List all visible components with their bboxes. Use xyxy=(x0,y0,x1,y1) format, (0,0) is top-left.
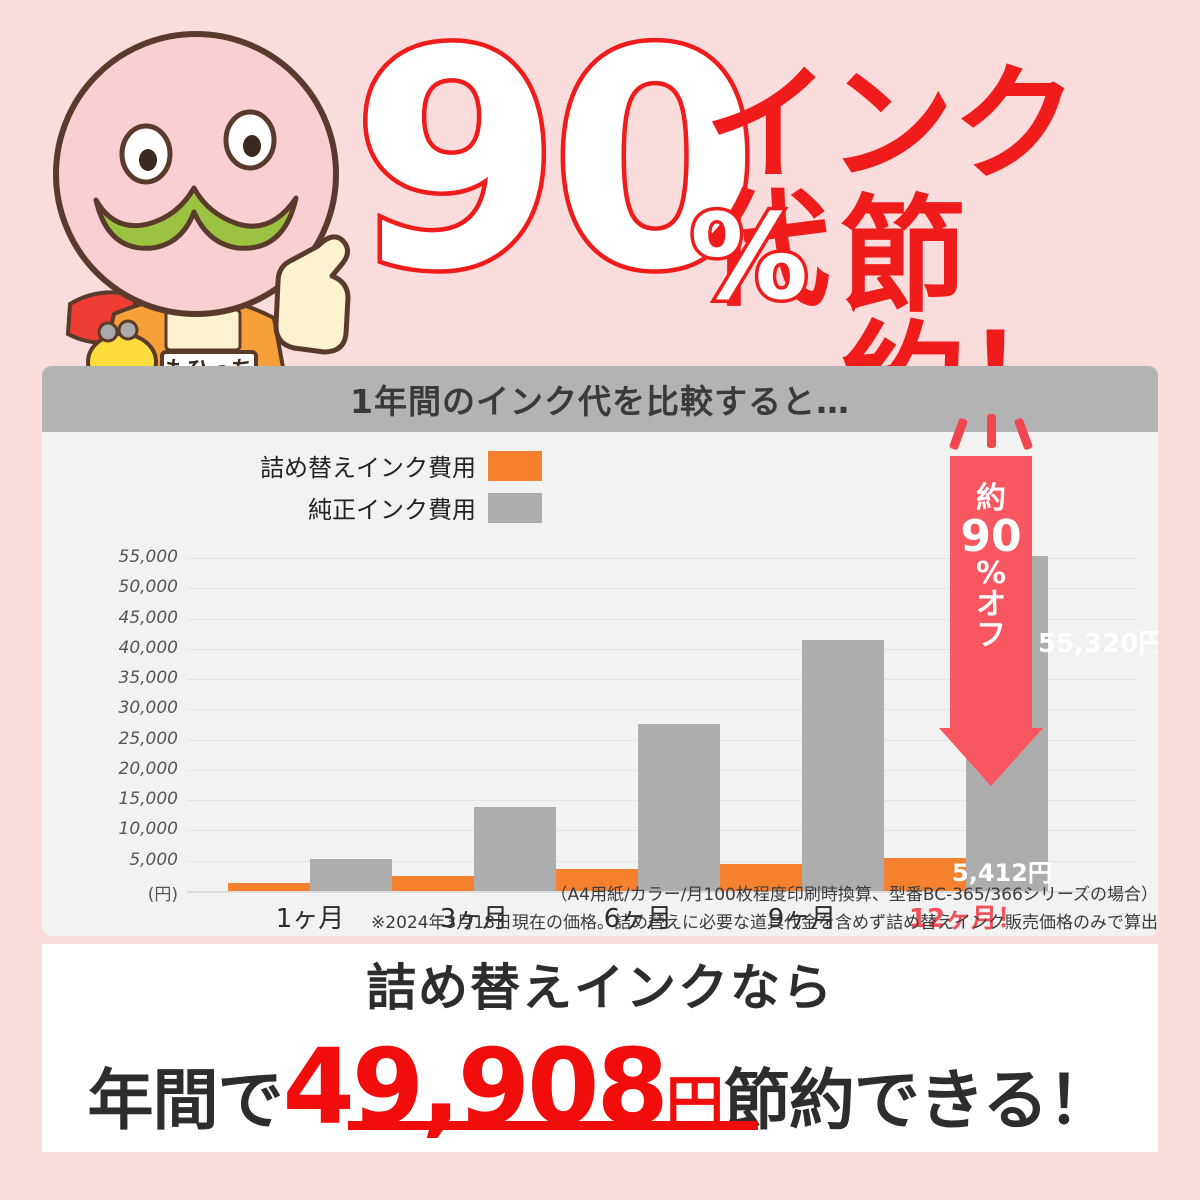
gridline xyxy=(187,679,1137,681)
y-axis-tick-label: 25,000 xyxy=(118,728,178,749)
arrow-label-approx: 約 xyxy=(976,481,1006,516)
footnote-line1: （A4用紙/カラー/月100枚程度印刷時換算、型番BC-365/366シリーズの… xyxy=(550,885,1159,905)
arrow-label-off-2: フ xyxy=(976,617,1006,653)
chart-plot-area: 55,000 50,000 45,000 40,000 35,000 30,000 25,0… xyxy=(42,414,1158,936)
bar-genuine xyxy=(310,858,392,891)
headline-ink-cost: インク代 xyxy=(704,51,1078,324)
hero-section: もひっち 90 インク代 % 節約！ xyxy=(0,0,1200,446)
bar-value-genuine-text: 55,320円 xyxy=(1038,629,1158,659)
y-axis-tick-label: 40,000 xyxy=(118,637,178,658)
bar-refill xyxy=(884,858,966,891)
chart-card: 1年間のインク代を比較すると… 55,000 50,000 45,000 40,000… xyxy=(42,366,1158,936)
y-axis-tick-label: 35,000 xyxy=(118,668,178,689)
y-axis-tick-label: 50,000 xyxy=(118,577,178,598)
discount-arrow-callout: 約 90 % オ フ xyxy=(939,414,1043,786)
legend-label-genuine: 純正インク費用 xyxy=(308,496,476,524)
legend-swatch-refill xyxy=(488,450,542,481)
y-axis-tick-label: 20,000 xyxy=(118,758,178,779)
chart-title: 1年間のインク代を比較すると… xyxy=(350,382,850,421)
x-axis-label: 3ヶ月 xyxy=(439,904,509,934)
y-axis-tick-label: 30,000 xyxy=(118,698,178,719)
banner-headline: 詰め替えインクなら xyxy=(366,959,834,1017)
arrow-head xyxy=(939,728,1043,786)
y-axis-tick-label: 45,000 xyxy=(118,607,178,628)
bar-refill xyxy=(720,863,802,891)
bar-refill xyxy=(228,883,310,891)
legend-item-genuine: 純正インク費用 xyxy=(242,490,542,525)
gridline xyxy=(187,558,1137,559)
bar-genuine xyxy=(638,723,720,891)
legend-label-refill: 詰め替えインク費用 xyxy=(260,454,476,482)
headline: 90 インク代 % 節約！ xyxy=(347,7,1192,446)
savings-banner: 詰め替えインクなら 年間で 49,908 円 節約できる！ xyxy=(42,944,1158,1152)
headline-number: 90 xyxy=(347,0,764,336)
legend-swatch-genuine xyxy=(488,492,542,523)
arrow-body xyxy=(950,456,1032,728)
y-axis-tick-label: 55,000 xyxy=(118,547,178,567)
gridline xyxy=(187,648,1137,650)
chart-card-header: 1年間のインク代を比較すると… xyxy=(42,366,1158,432)
y-axis-tick-label: 5,000 xyxy=(129,849,178,870)
axis-baseline xyxy=(187,891,1137,893)
arrow-label-percent: % xyxy=(975,556,1007,592)
y-axis-tick-label: 15,000 xyxy=(118,789,178,810)
bar-genuine xyxy=(474,807,556,891)
headline-percent: % xyxy=(686,188,811,326)
bar-genuine xyxy=(802,639,884,891)
x-axis-label: 6ヶ月 xyxy=(603,904,673,934)
x-axis-label: 12ヶ月！ xyxy=(908,904,1024,934)
y-axis-unit: (円) xyxy=(147,885,178,905)
bar-value-genuine: 55,320円 xyxy=(1038,629,1158,659)
mascot-character-icon: もひっち xyxy=(18,14,378,392)
gridline xyxy=(187,618,1137,620)
gridline xyxy=(187,709,1137,711)
arrow-label-number: 90 xyxy=(960,510,1022,562)
banner-prefix: 年間で xyxy=(87,1062,283,1139)
arrow-text: 約 90 % オ フ xyxy=(950,481,1032,653)
y-axis-tick-label: 10,000 xyxy=(118,819,178,840)
gridline xyxy=(187,588,1137,590)
footnote-line2: ※2024年3月18日現在の価格。詰め替えに必要な道具代金を含めず詰め替えインク… xyxy=(371,913,1158,933)
speed-line-center xyxy=(987,414,996,448)
banner-suffix: 節約できる！ xyxy=(723,1062,1114,1139)
banner-underline xyxy=(348,1121,758,1130)
legend-item-refill: 詰め替えインク費用 xyxy=(242,448,542,483)
bar-refill xyxy=(392,876,474,891)
x-axis-label: 9ヶ月 xyxy=(767,904,837,934)
chart-legend: 詰め替えインク費用 純正インク費用 xyxy=(242,448,542,532)
bar-refill xyxy=(556,869,638,891)
x-axis-label: 1ヶ月 xyxy=(275,904,345,934)
arrow-label-off-1: オ xyxy=(976,587,1006,623)
